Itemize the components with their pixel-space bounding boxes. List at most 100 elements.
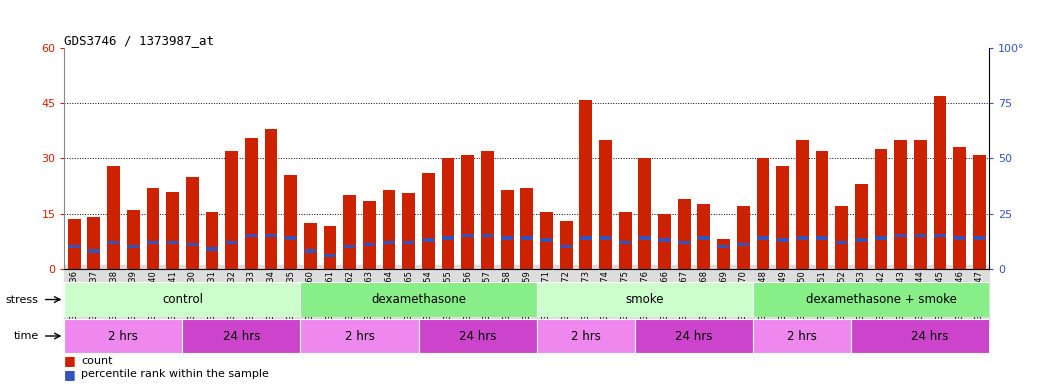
Bar: [500, 190, 514, 269]
Bar: [974, 236, 985, 240]
Bar: [422, 238, 434, 242]
Bar: [266, 234, 277, 237]
Bar: [599, 140, 611, 269]
Text: 2 hrs: 2 hrs: [571, 329, 601, 343]
Bar: [914, 234, 926, 237]
Bar: [521, 236, 532, 240]
Text: 24 hrs: 24 hrs: [223, 329, 261, 343]
Bar: [717, 239, 730, 269]
Bar: [462, 234, 473, 237]
Bar: [206, 212, 218, 269]
Bar: [836, 241, 847, 244]
Bar: [737, 206, 749, 269]
Bar: [559, 221, 573, 269]
Bar: [344, 245, 355, 248]
Bar: [973, 155, 986, 269]
Bar: [88, 250, 100, 253]
Bar: [442, 159, 455, 269]
Bar: [265, 129, 277, 269]
Bar: [639, 236, 651, 240]
Text: GDS3746 / 1373987_at: GDS3746 / 1373987_at: [64, 34, 215, 47]
Bar: [658, 214, 671, 269]
Bar: [87, 217, 101, 269]
Text: 2 hrs: 2 hrs: [788, 329, 817, 343]
Bar: [324, 227, 336, 269]
Bar: [855, 184, 868, 269]
Bar: [679, 241, 690, 244]
Bar: [300, 282, 537, 317]
Text: 24 hrs: 24 hrs: [676, 329, 713, 343]
Bar: [127, 210, 140, 269]
Bar: [537, 282, 754, 317]
Bar: [561, 245, 572, 248]
Text: stress: stress: [6, 295, 38, 305]
Bar: [659, 238, 671, 242]
Bar: [953, 147, 966, 269]
Bar: [363, 201, 376, 269]
Bar: [754, 282, 1009, 317]
Text: time: time: [13, 331, 38, 341]
Bar: [520, 188, 534, 269]
Bar: [383, 241, 394, 244]
Bar: [418, 319, 537, 353]
Bar: [481, 151, 494, 269]
Bar: [501, 236, 513, 240]
Bar: [875, 236, 886, 240]
Bar: [324, 254, 335, 257]
Bar: [816, 151, 828, 269]
Bar: [540, 212, 553, 269]
Bar: [851, 319, 1009, 353]
Bar: [580, 236, 592, 240]
Bar: [757, 236, 769, 240]
Bar: [107, 166, 120, 269]
Bar: [698, 204, 710, 269]
Bar: [796, 236, 808, 240]
Bar: [108, 241, 119, 244]
Bar: [226, 241, 238, 244]
Bar: [757, 159, 769, 269]
Bar: [183, 319, 300, 353]
Bar: [383, 190, 395, 269]
Bar: [304, 223, 317, 269]
Bar: [754, 319, 851, 353]
Bar: [482, 234, 493, 237]
Bar: [187, 243, 198, 246]
Bar: [64, 282, 300, 317]
Bar: [284, 236, 297, 240]
Bar: [678, 199, 690, 269]
Text: count: count: [81, 356, 112, 366]
Bar: [699, 236, 710, 240]
Bar: [638, 159, 651, 269]
Bar: [461, 155, 474, 269]
Bar: [442, 236, 454, 240]
Bar: [246, 234, 257, 237]
Bar: [186, 177, 198, 269]
Text: 24 hrs: 24 hrs: [911, 329, 949, 343]
Bar: [816, 236, 827, 240]
Bar: [718, 245, 730, 248]
Bar: [225, 151, 238, 269]
Bar: [933, 96, 947, 269]
Bar: [541, 238, 552, 242]
Text: dexamethasone + smoke: dexamethasone + smoke: [805, 293, 956, 306]
Bar: [913, 140, 927, 269]
Bar: [875, 149, 887, 269]
Bar: [422, 173, 435, 269]
Bar: [304, 250, 317, 253]
Text: smoke: smoke: [626, 293, 664, 306]
Bar: [620, 241, 631, 244]
Text: 2 hrs: 2 hrs: [108, 329, 138, 343]
Bar: [635, 319, 754, 353]
Bar: [284, 175, 297, 269]
Text: 24 hrs: 24 hrs: [459, 329, 496, 343]
Bar: [537, 319, 635, 353]
Text: control: control: [162, 293, 202, 306]
Bar: [855, 238, 867, 242]
Bar: [147, 241, 159, 244]
Bar: [954, 236, 965, 240]
Bar: [300, 319, 418, 353]
Bar: [776, 166, 789, 269]
Bar: [619, 212, 631, 269]
Bar: [737, 243, 749, 246]
Bar: [207, 247, 218, 251]
